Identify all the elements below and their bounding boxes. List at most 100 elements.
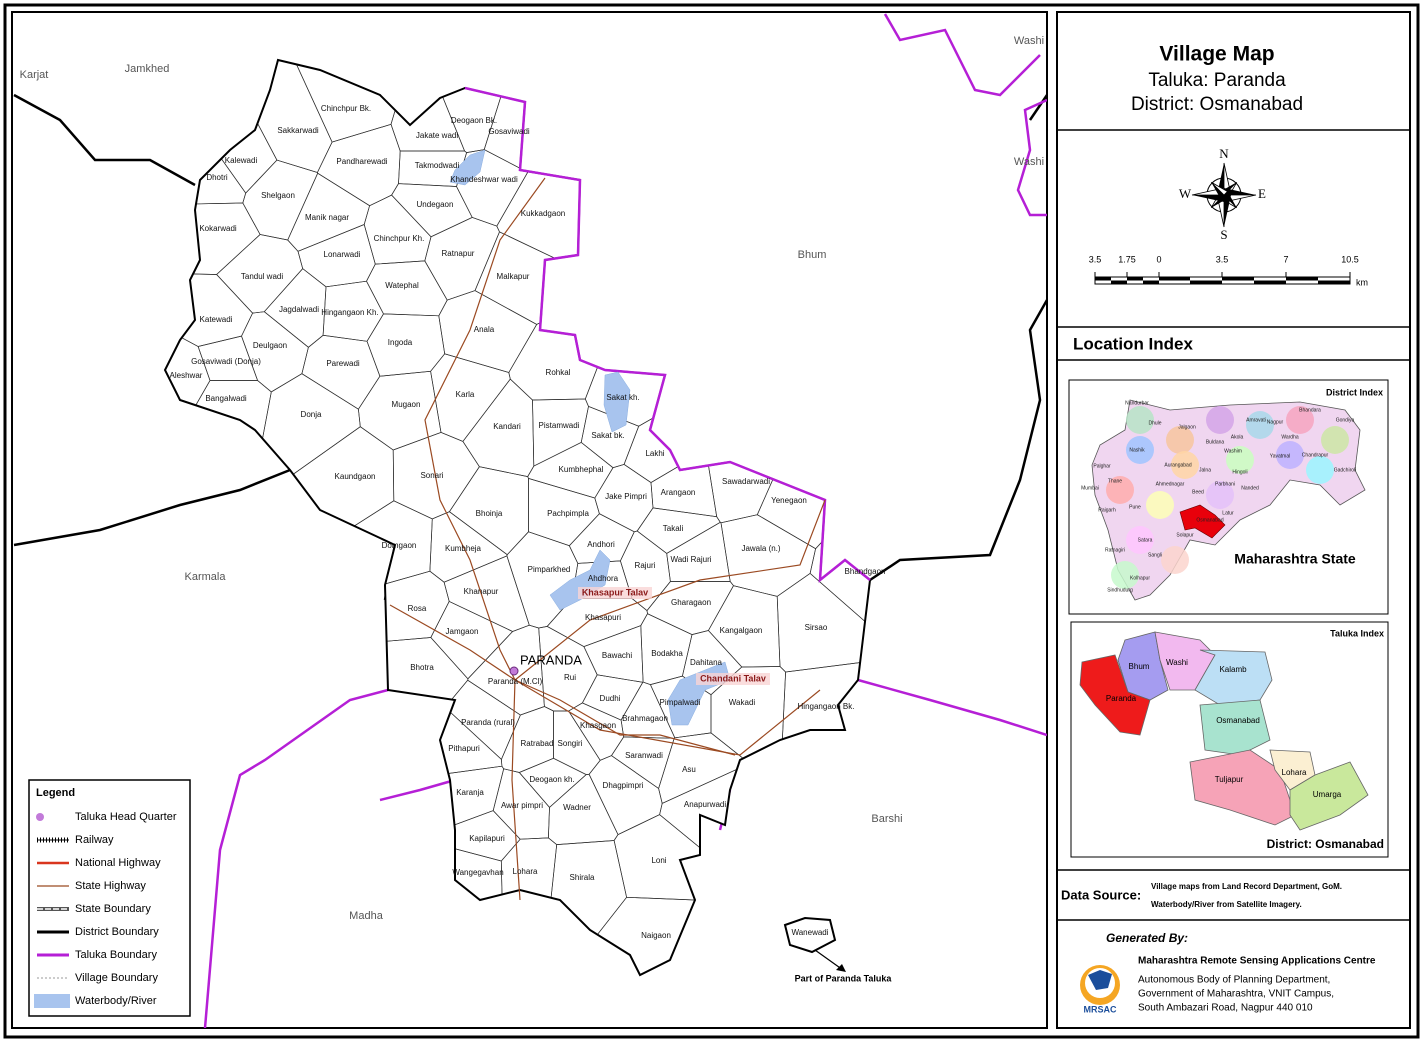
- compass-point: [1211, 182, 1224, 199]
- village-label: Bawachi: [602, 651, 632, 660]
- village-label: Khandeshwar wadi: [450, 175, 518, 184]
- waterbody-label-bg: [578, 587, 652, 599]
- district-label: Raigarh: [1098, 507, 1116, 513]
- logo-state: [1088, 970, 1112, 990]
- district-shape: [1206, 406, 1234, 434]
- scale-segment: [1095, 277, 1111, 281]
- village-label: Gharagaon: [671, 598, 711, 607]
- legend-item: District Boundary: [75, 926, 159, 938]
- state-highway: [514, 499, 826, 681]
- scale-label: 7: [1283, 254, 1288, 264]
- village-label: Saranwadi: [625, 751, 663, 760]
- taluka-index-district: District: Osmanabad: [1267, 837, 1384, 851]
- village-label: Naigaon: [641, 931, 671, 940]
- scale-label: 10.5: [1341, 254, 1359, 264]
- district-label: Akola: [1231, 434, 1244, 440]
- legend-item: Waterbody/River: [75, 995, 157, 1007]
- village-label: Dahitana: [690, 658, 723, 667]
- legend-item: State Highway: [75, 880, 146, 892]
- org-name: Maharashtra Remote Sensing Applications …: [1138, 956, 1376, 967]
- district-shape: [1111, 561, 1139, 589]
- district-label: Buldana: [1206, 439, 1225, 445]
- village-label: Jagdalwadi: [279, 305, 319, 314]
- district-label: Chandrapur: [1302, 452, 1329, 458]
- subtitle: District: Osmanabad: [1131, 94, 1303, 115]
- scale-label: 3.5: [1089, 254, 1102, 264]
- district-label: Sindhudurg: [1107, 587, 1133, 593]
- village-label: Ratrabad: [521, 739, 554, 748]
- scale-segment: [1190, 280, 1222, 284]
- village-label: Mugaon: [392, 400, 421, 409]
- taluka-shape: [1289, 761, 1369, 831]
- inset-note: Part of Paranda Taluka: [795, 973, 893, 983]
- taluka-label: Lohara: [1282, 768, 1307, 777]
- village-label: Kandari: [493, 422, 521, 431]
- state-highway: [514, 679, 736, 756]
- generated-by-label: Generated By:: [1106, 931, 1188, 945]
- district-label: Thane: [1108, 478, 1122, 484]
- legend-water: [34, 994, 70, 1008]
- village-label: Bangalwadi: [205, 394, 247, 403]
- district-label: Sangli: [1148, 552, 1162, 558]
- village-label: Dhotri: [206, 173, 228, 182]
- village-label: Lohara: [513, 867, 538, 876]
- compass-label: E: [1258, 186, 1266, 201]
- neighbor-label: Barshi: [871, 813, 902, 825]
- legend-title: Legend: [36, 787, 75, 799]
- village-label: Sakkarwadi: [277, 126, 319, 135]
- village-label: Ahdhora: [588, 574, 619, 583]
- neighbor-label: Karjat: [20, 69, 49, 81]
- village-label: Paranda (rural): [461, 718, 515, 727]
- village-label: Awar pimpri: [501, 801, 543, 810]
- taluka-boundary: [883, 13, 1041, 97]
- scale-segment: [1159, 277, 1190, 281]
- district-shape: [1166, 426, 1194, 454]
- state-highway: [424, 177, 821, 756]
- village-label: Khasgaon: [580, 721, 616, 730]
- district-label: Osmanabad: [1196, 517, 1223, 523]
- village-label: Jake Pimpri: [605, 492, 647, 501]
- village-label: Kukkadgaon: [521, 209, 565, 218]
- osmanabad-highlight: [1179, 504, 1226, 539]
- village-label: Dudhi: [600, 694, 621, 703]
- neighbor-label: Madha: [349, 910, 384, 922]
- compass-label: S: [1220, 227, 1227, 242]
- village-label: Sonari: [420, 471, 443, 480]
- district-index-title: District Index: [1326, 387, 1383, 397]
- village-label: Anala: [474, 325, 495, 334]
- district-boundary: [13, 93, 196, 187]
- district-label: Gondiya: [1336, 417, 1355, 423]
- district-label: Gadchiroli: [1334, 467, 1357, 473]
- inset-arrowhead: [836, 964, 846, 972]
- district-label: Dhule: [1148, 420, 1161, 426]
- neighbor-label: Jamkhed: [125, 63, 170, 75]
- neighbor-label: Bhum: [798, 249, 827, 261]
- village-label: Khasapuri: [585, 613, 621, 622]
- district-label: Satara: [1138, 537, 1153, 543]
- village-label: Hingangaon Kh.: [321, 308, 378, 317]
- village-label: Bhoinja: [476, 509, 503, 518]
- village-label: Dhagpimpri: [603, 781, 644, 790]
- district-label: Latur: [1222, 510, 1234, 516]
- taluka-label: Tuljapur: [1215, 775, 1244, 784]
- village-label: Yenegaon: [771, 496, 807, 505]
- village-label: Deogaon Bk.: [451, 116, 497, 125]
- village-label: Pachpimpla: [547, 509, 589, 518]
- taluka-index-title: Taluka Index: [1330, 628, 1384, 638]
- taluka-label: Kalamb: [1219, 665, 1247, 674]
- taluka-boundary: [203, 688, 389, 1028]
- district-shape: [1246, 411, 1274, 439]
- village-label: Gosaviwadi: [488, 127, 530, 136]
- taluka-label: Paranda: [1106, 694, 1137, 703]
- district-label: Jalna: [1199, 467, 1211, 473]
- district-label: Ratnagiri: [1105, 547, 1125, 553]
- village-label: Bhotra: [410, 663, 434, 672]
- scale-segment: [1143, 280, 1159, 284]
- village-label: Bodakha: [651, 649, 683, 658]
- village-label: Deogaon kh.: [529, 775, 574, 784]
- village-label: Wanewadi: [791, 928, 828, 937]
- scale-segment: [1254, 280, 1286, 284]
- compass-label: W: [1179, 186, 1192, 201]
- hq-marker: [509, 666, 519, 676]
